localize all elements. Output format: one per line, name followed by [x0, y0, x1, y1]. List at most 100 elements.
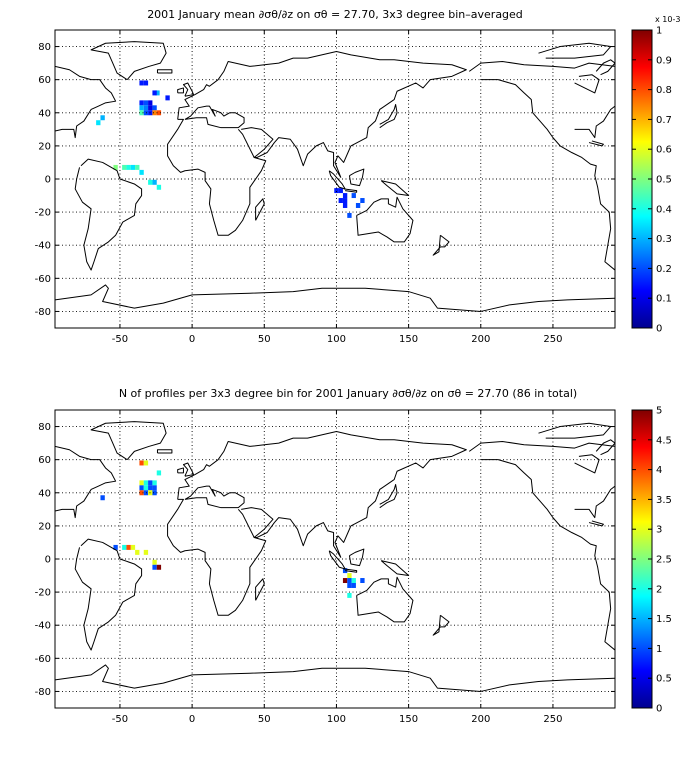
colorbar-tick-label: 0.2: [656, 264, 672, 275]
coastline-baffin: [596, 60, 615, 75]
coastline-alaska-canada-arctic: [469, 441, 615, 451]
y-tick-label: 40: [38, 488, 51, 499]
coastlines: [55, 422, 615, 692]
data-cell: [342, 568, 348, 574]
x-tick-label: -50: [112, 334, 128, 345]
coastline-south-america: [75, 159, 141, 270]
data-cell: [148, 485, 153, 491]
y-tick-label: -40: [35, 241, 51, 252]
coastline-hudson-bay: [575, 75, 600, 93]
y-tick-label: 80: [38, 42, 51, 53]
data-cell: [360, 198, 365, 204]
coastline-java: [344, 569, 357, 572]
coastline-north-america: [55, 446, 116, 517]
coastline-java: [344, 189, 357, 192]
data-cell: [100, 115, 105, 121]
data-cell: [100, 495, 105, 501]
data-cell: [130, 164, 136, 170]
data-cell: [139, 169, 144, 175]
colorbar-tick-label: 4.5: [656, 435, 672, 446]
panel-2: N of profiles per 3x3 degree bin for 200…: [35, 387, 672, 725]
y-tick-label: 20: [38, 141, 51, 152]
data-cell: [347, 573, 352, 579]
coastline-south-america: [75, 539, 141, 650]
coastlines: [55, 42, 615, 312]
coastline-uk: [183, 463, 193, 476]
y-tick-label: 60: [38, 75, 51, 86]
chart-title: N of profiles per 3x3 degree bin for 200…: [119, 387, 577, 400]
colorbar-tick-label: 3: [656, 525, 662, 536]
data-cell: [156, 110, 162, 116]
colorbar-tick-label: 0.5: [656, 674, 672, 685]
y-tick-label: -60: [35, 274, 51, 285]
coastline-iceland: [157, 70, 171, 73]
coastline-australia: [357, 577, 413, 622]
y-tick-label: -40: [35, 621, 51, 632]
x-tick-label: 200: [471, 714, 490, 725]
data-cell: [139, 460, 144, 466]
data-cell: [96, 120, 101, 126]
coastline-sumatra: [329, 551, 345, 569]
colorbar-tick-label: 4: [656, 465, 662, 476]
coastline-ireland: [178, 88, 184, 93]
x-tick-label: 150: [399, 714, 418, 725]
axes: -50 0 50 100 150 200 250 -80 -60 -40 -20 0 20 40 60 80: [35, 30, 615, 345]
data-cell: [113, 544, 118, 550]
coastline-madagascar: [256, 579, 265, 601]
colorbar-tick-label: 1.5: [656, 614, 672, 625]
coastline-red-sea-arabia: [238, 508, 273, 538]
data-cell: [143, 490, 149, 496]
coastline-iceland: [157, 450, 171, 453]
data-cell: [148, 105, 153, 111]
coastline-hudson-bay: [575, 455, 600, 473]
x-tick-label: 50: [258, 714, 271, 725]
coastline-ireland: [178, 468, 184, 473]
data-cell: [152, 110, 157, 116]
colorbar: 0 0.1 0.2 0.3 0.4 0.5 0.6 0.7 0.8 0.9 1 x 10-3: [631, 15, 680, 335]
coastline-americas-east: [481, 460, 615, 650]
colorbar: 0 0.5 1 1.5 2 2.5 3 3.5 4 4.5 5: [631, 406, 672, 715]
colorbar-tick-label: 2.5: [656, 555, 672, 566]
coastline-mediterranean: [185, 486, 244, 508]
data-cell: [152, 564, 157, 570]
data-cell: [342, 193, 348, 199]
x-tick-label: 150: [399, 334, 418, 345]
map-area: [55, 410, 615, 708]
colorbar-tick-label: 0: [656, 324, 662, 335]
data-cell: [156, 470, 162, 476]
coastline-alaska-canada-arctic: [469, 61, 615, 71]
data-cell: [143, 485, 149, 491]
data-cell: [152, 105, 157, 111]
y-tick-label: -20: [35, 208, 51, 219]
data-cell: [347, 592, 352, 598]
data-cell: [355, 203, 361, 208]
data-cell: [351, 193, 356, 199]
colorbar-tick-label: 0.1: [656, 294, 672, 305]
colorbar-tick-label: 0.3: [656, 234, 672, 245]
x-tick-label: -50: [112, 714, 128, 725]
data-cell: [139, 80, 144, 86]
coastline-japan: [380, 485, 397, 508]
data-cell: [152, 90, 157, 96]
data-cell: [342, 203, 348, 208]
y-tick-label: 60: [38, 455, 51, 466]
coastline-florida-gulf: [575, 486, 615, 517]
coastline-eurasia-africa: [168, 52, 467, 236]
x-tick-label: 100: [327, 334, 346, 345]
data-cell: [143, 460, 149, 466]
y-tick-label: 40: [38, 108, 51, 119]
colorbar-scale-label: x 10-3: [655, 15, 680, 24]
data-cell: [135, 549, 140, 555]
y-tick-label: -60: [35, 654, 51, 665]
data-cell: [126, 544, 131, 550]
data-cell: [338, 188, 343, 194]
coastline-borneo: [349, 169, 363, 186]
data-cell: [152, 179, 157, 185]
grid: [55, 30, 615, 328]
x-tick-label: 0: [189, 334, 195, 345]
data-cell: [152, 480, 157, 486]
axes: -50 0 50 100 150 200 250 -80 -60 -40 -20 0 20 40 60 80: [35, 410, 615, 725]
y-tick-label: 0: [45, 175, 51, 186]
